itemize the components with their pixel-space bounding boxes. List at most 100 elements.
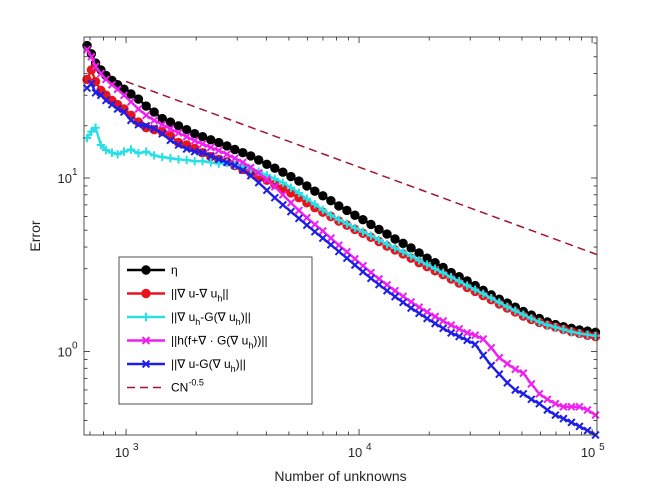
point-2-65 (583, 330, 592, 339)
point-3-0 (82, 45, 92, 54)
point-2-5 (107, 148, 117, 157)
y-tick-label-0: 10 (58, 344, 72, 359)
point-4-7 (119, 107, 129, 117)
point-3-6 (113, 85, 122, 94)
legend-label-3: ||h(f+∇ · G(∇ uh))|| (171, 334, 268, 351)
legend-label-1: ||∇ u-∇ uh|| (171, 287, 229, 304)
legend-marker-1 (141, 288, 151, 299)
series-4 (82, 79, 600, 440)
point-0-9 (133, 94, 144, 104)
point-4-42 (398, 298, 408, 307)
point-3-51 (471, 331, 480, 340)
y-tick-label-1: 10 (58, 171, 72, 186)
series-line-5 (125, 80, 598, 256)
axes-layer: 10 3 10 4 10 510 010 1 (58, 36, 605, 460)
point-0-12 (157, 113, 167, 124)
point-0-22 (238, 147, 248, 158)
point-4-46 (430, 319, 440, 328)
point-2-52 (479, 289, 488, 299)
point-2-63 (567, 327, 576, 336)
point-2-9 (134, 149, 143, 158)
y-axis-label: Error (27, 220, 43, 251)
point-2-61 (551, 323, 560, 332)
point-0-20 (222, 141, 232, 151)
point-3-10 (142, 111, 151, 120)
point-3-63 (567, 402, 576, 411)
point-3-52 (479, 334, 488, 344)
point-4-51 (471, 340, 480, 349)
point-0-30 (302, 181, 312, 191)
legend-label-5: CN-0.5 (171, 378, 204, 395)
point-2-58 (527, 314, 536, 323)
point-3-15 (182, 132, 191, 141)
point-0-44 (414, 248, 424, 258)
point-4-60 (543, 405, 552, 415)
point-3-37 (358, 261, 368, 270)
point-3-44 (414, 303, 424, 312)
point-2-29 (294, 188, 304, 198)
point-0-36 (350, 210, 360, 220)
legend-entry-4: ||∇ u-G(∇ uh)|| (127, 357, 246, 374)
point-4-20 (222, 158, 232, 167)
point-4-15 (182, 144, 191, 154)
point-0-31 (310, 186, 320, 196)
point-4-19 (214, 155, 223, 164)
point-3-60 (543, 395, 552, 404)
series-3 (82, 45, 600, 420)
point-4-30 (302, 221, 311, 230)
point-2-30 (302, 194, 312, 203)
point-4-49 (455, 332, 464, 341)
point-3-64 (575, 402, 584, 411)
point-3-16 (190, 136, 199, 145)
point-4-34 (334, 247, 343, 256)
point-3-56 (511, 365, 520, 374)
point-4-8 (126, 116, 136, 125)
point-4-37 (358, 267, 368, 276)
point-0-39 (374, 224, 384, 235)
legend-entry-2: ||∇ uh-G(∇ uh)|| (127, 310, 251, 327)
point-4-22 (238, 166, 247, 175)
point-2-59 (535, 317, 544, 327)
point-4-1 (87, 79, 96, 88)
point-4-21 (230, 161, 239, 170)
point-3-48 (447, 320, 456, 330)
point-4-50 (463, 336, 472, 345)
legend-marker-0 (141, 265, 151, 275)
point-2-51 (470, 285, 480, 294)
point-4-63 (567, 418, 576, 427)
point-2-13 (166, 154, 175, 163)
point-2-64 (575, 329, 584, 338)
point-0-41 (390, 234, 400, 244)
point-4-41 (390, 292, 400, 301)
point-2-25 (262, 170, 272, 180)
point-2-35 (342, 219, 352, 228)
legend-entry-3: ||h(f+∇ · G(∇ uh))|| (127, 334, 268, 351)
point-2-28 (286, 183, 296, 192)
point-2-50 (462, 281, 472, 290)
point-3-49 (455, 324, 464, 333)
legend-entry-0: η (127, 263, 178, 277)
point-4-65 (583, 426, 592, 435)
x-tick-exponent-2: 5 (599, 442, 605, 453)
point-0-42 (398, 238, 408, 249)
point-0-29 (294, 176, 304, 186)
point-4-40 (382, 286, 392, 295)
legend-label-2: ||∇ uh-G(∇ uh)|| (171, 310, 251, 327)
x-tick-label-0: 10 (115, 445, 129, 460)
point-2-55 (503, 302, 512, 311)
point-4-59 (535, 399, 544, 408)
point-3-62 (559, 402, 568, 411)
point-2-57 (519, 310, 528, 319)
point-2-39 (374, 235, 384, 245)
point-3-28 (286, 198, 296, 207)
point-2-17 (198, 157, 207, 166)
point-4-16 (190, 147, 199, 156)
legend-box (118, 256, 313, 405)
legend-label-0: η (171, 263, 178, 277)
point-4-54 (495, 370, 504, 379)
point-4-29 (294, 214, 304, 223)
point-3-25 (262, 175, 271, 184)
point-3-66 (591, 410, 600, 420)
point-4-35 (342, 254, 352, 263)
series-layer (82, 40, 601, 440)
